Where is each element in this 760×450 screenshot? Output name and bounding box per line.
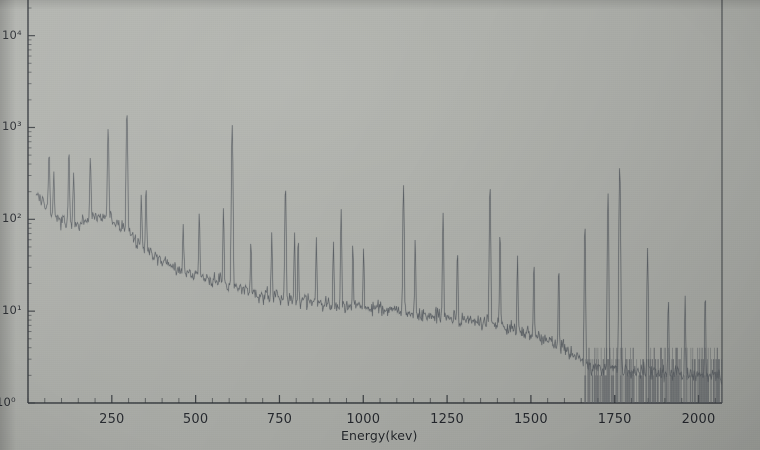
x-tick-label-1750: 1750	[597, 412, 632, 427]
x-tick-label-250: 250	[99, 412, 125, 427]
x-tick-label-2000: 2000	[681, 412, 716, 427]
x-tick-label-1000: 1000	[346, 412, 381, 427]
y-tick-label-10e1: 10¹	[2, 303, 22, 318]
x-axis-title: Energy(kev)	[341, 428, 418, 443]
y-tick-label-10e4: 10⁴	[2, 27, 22, 42]
spectrum-trace	[35, 115, 723, 403]
y-tick-label-10e0: 10⁰	[0, 395, 16, 409]
y-tick-label-10e2: 10²	[2, 211, 22, 226]
x-tick-label-1500: 1500	[513, 412, 548, 427]
x-tick-label-750: 750	[266, 412, 293, 427]
x-tick-label-500: 500	[182, 412, 209, 427]
y-tick-label-10e3: 10³	[2, 119, 22, 134]
x-tick-label-1250: 1250	[430, 412, 465, 427]
